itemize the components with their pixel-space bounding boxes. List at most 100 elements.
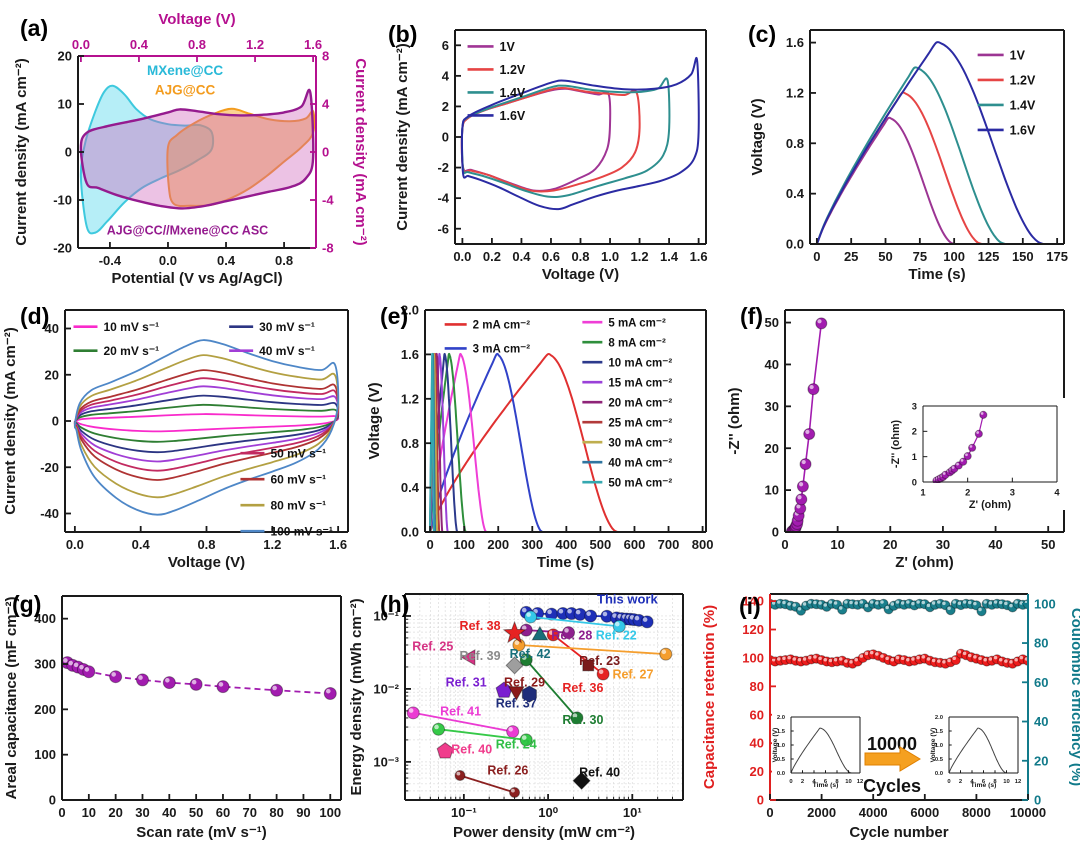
tick-label: -40: [40, 506, 59, 521]
tick-label: 20: [1034, 753, 1048, 768]
tick-label: 1.0: [601, 249, 619, 264]
series-group: [932, 410, 988, 483]
series-100-mv-s-: [73, 339, 340, 516]
axis-label: Voltage (V): [366, 382, 383, 459]
series-ref-36: [546, 628, 610, 681]
series-group: [785, 317, 828, 533]
legend: 10 mV s⁻¹ 20 mV s⁻¹: [73, 320, 159, 358]
tick-label: 0: [49, 793, 56, 808]
axis-label: Current density (mA cm⁻²): [13, 58, 30, 245]
tick-label: -6: [437, 221, 449, 236]
tick-label: 10⁻¹: [373, 609, 399, 624]
legend-label: 1.6V: [500, 109, 526, 123]
legend-label: 1.4V: [1010, 98, 1036, 112]
series-20-mv-s-: [73, 403, 340, 443]
annotation: Ref. 42: [510, 647, 551, 661]
axis-label: Voltage (V): [930, 728, 937, 763]
axis-label: Areal capacitance (mF cm⁻²): [3, 597, 20, 800]
tick-label: 400: [34, 611, 56, 626]
legend-label: 1V: [500, 40, 516, 54]
series-group: [815, 41, 1044, 245]
axis-bottom: 10⁻¹ 10⁰ 10¹ Power density (mW cm⁻²): [404, 794, 684, 841]
tick-label: 0.8: [197, 537, 215, 552]
series-ref-40: [572, 771, 591, 790]
tick-label: 8: [835, 779, 839, 785]
series-ref-28: [519, 623, 576, 640]
tick-label: 25: [844, 249, 858, 264]
axis-left: -20 -10 0 10 20 Current density (mA cm⁻²): [13, 49, 84, 256]
annotation: Cycles: [863, 776, 921, 796]
tick-label: -4: [322, 193, 334, 208]
tick-label: 60: [1034, 675, 1048, 690]
tick-label: 90: [296, 805, 310, 820]
axis-label: Z' (ohm): [969, 499, 1012, 511]
tick-label: 10⁻¹: [451, 805, 477, 820]
annotation: MXene@CC: [147, 63, 223, 78]
tick-label: 1.5: [935, 729, 944, 735]
axis-label: Cycle number: [849, 824, 948, 841]
series-this-work: [519, 605, 654, 629]
series-gcd-after: [948, 727, 1007, 774]
tick-label: 0: [322, 145, 329, 160]
tick-label: 600: [624, 537, 646, 552]
axis-label: Current density (mA cm⁻²): [394, 43, 411, 230]
tick-label: 2.0: [935, 715, 944, 721]
annotation: Ref. 40: [579, 765, 620, 779]
tick-label: 1.2: [246, 37, 264, 52]
tick-label: 0.4: [130, 37, 149, 52]
tick-label: 6: [824, 779, 828, 785]
tick-label: 1.2: [631, 249, 649, 264]
tick-label: 300: [34, 657, 56, 672]
tick-label: 100: [1034, 596, 1056, 611]
tick-label: 0.0: [453, 249, 471, 264]
legend-label: 1.2V: [1010, 73, 1036, 87]
tick-label: 1: [920, 487, 925, 497]
tick-label: 0.4: [132, 537, 151, 552]
legend: 50 mV s⁻¹ 60 mV s⁻¹ 80 mV s⁻¹ 100 mV s⁻¹: [240, 447, 333, 539]
tick-label: 2.0: [401, 303, 419, 318]
tick-label: 10: [830, 537, 844, 552]
panel-letter: (d): [20, 303, 49, 329]
axis-left: 0.0 0.4 0.8 1.2 1.6 Voltage (V): [749, 35, 816, 252]
axis-label: Power density (mW cm⁻²): [453, 824, 635, 841]
series-coulombic-efficiency: [769, 598, 1029, 617]
axis-label: Coulombic efficiency (%): [1068, 608, 1080, 786]
series-50-ma-cm-: [429, 352, 435, 533]
axis-right: 0 20 40 60 80 100 Coulombic efficiency (%): [1022, 596, 1080, 808]
series-capacitance-retention: [769, 648, 1029, 669]
tick-label: 800: [692, 537, 714, 552]
panel-letter: (h): [380, 591, 409, 617]
tick-label: 1.6: [786, 35, 804, 50]
tick-label: 30: [135, 805, 149, 820]
tick-label: 40: [750, 736, 764, 751]
annotation: Ref. 39: [460, 649, 501, 663]
tick-label: 10000: [1010, 805, 1046, 820]
tick-label: 0.8: [401, 436, 419, 451]
axis-left: 0.0 0.4 0.8 1.2 1.6 2.0 Voltage (V): [366, 303, 431, 540]
panel-c: 0 25 50 75 100 125 150 175 Time (s) 0.0 0.4 0.8 1.2 1…: [748, 21, 1068, 283]
panel-a: -0.4 0.0 0.4 0.8 Potential (V vs Ag/AgCl) 0.0…: [13, 11, 369, 287]
tick-label: 120: [742, 622, 764, 637]
axis-label: Voltage (V): [158, 11, 235, 28]
tick-label: 0: [766, 805, 773, 820]
tick-label: 0.4: [401, 480, 420, 495]
series-ajg-cc-mxene-cc-asc: [79, 88, 315, 210]
legend-label: 50 mA cm⁻²: [608, 477, 672, 489]
series-group: [948, 727, 1007, 774]
series-ref-29: [507, 686, 525, 702]
tick-label: 1.4: [660, 249, 679, 264]
panel-letter: (a): [20, 15, 48, 41]
panel-b: 0.0 0.2 0.4 0.6 0.8 1.0 1.2 1.4 1.6 Voltage (V) -6…: [388, 21, 708, 283]
axis-bottom: 0 100 200 300 400 500 600 700 800 Time (s): [426, 526, 713, 571]
series-1-6v: [815, 41, 1044, 245]
panel-letter: (f): [740, 303, 763, 329]
tick-label: 1.6: [304, 37, 322, 52]
tick-label: 0.5: [935, 757, 944, 763]
axis-left: 0 1 2 3 -Z'' (ohm): [890, 401, 928, 487]
tick-label: 80: [1034, 636, 1048, 651]
axis-left: 10⁻³ 10⁻² 10⁻¹ Energy density (mWh cm⁻²): [348, 593, 411, 801]
tick-label: 1.2: [401, 391, 419, 406]
tick-label: 6: [982, 779, 986, 785]
annotation: Ref. 26: [487, 763, 528, 777]
tick-label: 50: [765, 315, 779, 330]
